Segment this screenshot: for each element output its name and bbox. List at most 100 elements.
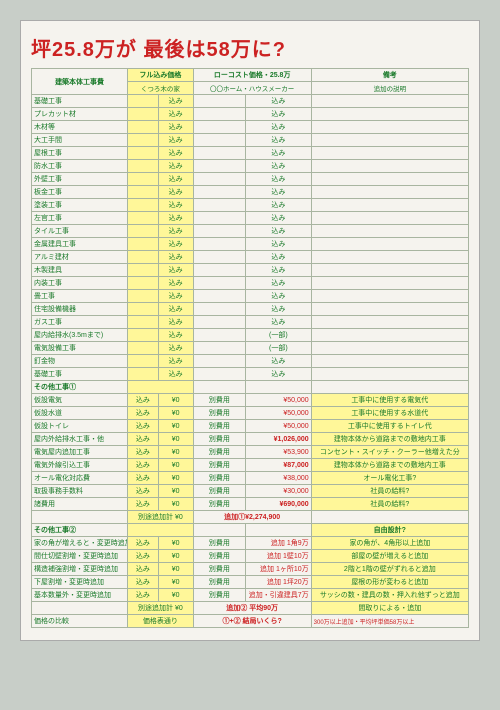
row-full: 込み [158, 355, 193, 368]
section1-total: 別途追加計 ¥0 追加①¥2,274,900 [32, 511, 469, 524]
row-full: 込み [158, 108, 193, 121]
row-fl: 込み [128, 576, 159, 589]
row-fr: ¥0 [158, 472, 193, 485]
row-full: 込み [158, 251, 193, 264]
sec2-right-hdr: 自由設計? [311, 524, 468, 537]
row-low: (一部) [246, 342, 312, 355]
row-full: 込み [158, 277, 193, 290]
row-fl: 込み [128, 498, 159, 511]
row-name: 左官工事 [32, 212, 128, 225]
row-lr: ¥690,000 [246, 498, 312, 511]
row-lr: ¥53,900 [246, 446, 312, 459]
row-fl: 込み [128, 433, 159, 446]
row-fr: ¥0 [158, 446, 193, 459]
row-name: 畳工事 [32, 290, 128, 303]
row-note: コンセント・スイッチ・クーラー他増えた分 [311, 446, 468, 459]
page-title: 坪25.8万が 最後は58万に? [31, 33, 469, 62]
hdr-col3a: ローコスト価格・25.8万 [193, 69, 311, 82]
row-low: 込み [246, 199, 312, 212]
row-full: 込み [158, 212, 193, 225]
row-name: 基本数量外・変更時追加 [32, 589, 128, 602]
row-lr: ¥50,000 [246, 394, 312, 407]
row-fr: ¥0 [158, 485, 193, 498]
footer-mid: 価格表通り [128, 615, 194, 628]
header-row-1: 建築本体工事費 フル込み価格 ローコスト価格・25.8万 備考 [32, 69, 469, 82]
body-row: 金属建具工事込み込み [32, 238, 469, 251]
body-row: アルミ建材込み込み [32, 251, 469, 264]
row-note: 家の角が、4角形以上追加 [311, 537, 468, 550]
row-name: 防水工事 [32, 160, 128, 173]
row-note: 社員の給料? [311, 485, 468, 498]
section2-header: その他工事② 自由設計? [32, 524, 469, 537]
row-name: 電気屋内追加工事 [32, 446, 128, 459]
row-full: 込み [158, 238, 193, 251]
row-low: 込み [246, 212, 312, 225]
row-name: タイル工事 [32, 225, 128, 238]
row-name: 屋内外給排水工事・他 [32, 433, 128, 446]
sec2-row: 構造補強割増・変更時追加込み¥0別費用追加 1ヶ所10万2階と1階の壁がずれると… [32, 563, 469, 576]
row-note: 工事中に使用する電気代 [311, 394, 468, 407]
row-ll: 別費用 [193, 537, 245, 550]
sec1-row: 仮設水道込み¥0別費用¥50,000工事中に使用する水道代 [32, 407, 469, 420]
body-row: 外壁工事込み込み [32, 173, 469, 186]
row-full: 込み [158, 342, 193, 355]
row-note: 工事中に使用する水道代 [311, 407, 468, 420]
row-full: 込み [158, 173, 193, 186]
row-low: 込み [246, 186, 312, 199]
row-low: 込み [246, 134, 312, 147]
sec1-row: 仮設電気込み¥0別費用¥50,000工事中に使用する電気代 [32, 394, 469, 407]
row-low: 込み [246, 238, 312, 251]
sec2-total-note: 間取りによる・追加 [311, 602, 468, 615]
row-name: 基礎工事 [32, 95, 128, 108]
row-name: 大工手間 [32, 134, 128, 147]
body-row: 内装工事 込み 込み [32, 277, 469, 290]
row-note: 建物本体から道路までの敷地内工事 [311, 433, 468, 446]
row-full: 込み [158, 186, 193, 199]
row-ll: 別費用 [193, 394, 245, 407]
row-name: 仮設電気 [32, 394, 128, 407]
row-fl: 込み [128, 550, 159, 563]
row-name: 木材等 [32, 121, 128, 134]
row-name: 塗装工事 [32, 199, 128, 212]
row-low: 込み [246, 277, 312, 290]
body-row: 基礎工事込み込み [32, 368, 469, 381]
row-lr: ¥38,000 [246, 472, 312, 485]
row-ll: 別費用 [193, 446, 245, 459]
row-fl: 込み [128, 472, 159, 485]
row-lr: 追加 1壁10万 [246, 550, 312, 563]
row-name: アルミ建材 [32, 251, 128, 264]
row-lr: 追加 1ヶ所10万 [246, 563, 312, 576]
footer-note: 300万以上追加・平均坪単価58万以上 [311, 615, 468, 628]
sec1-row: オール電化対応費込み¥0別費用¥38,000オール電化工事? [32, 472, 469, 485]
row-name: 内装工事 [32, 277, 128, 290]
section1-header: その他工事① [32, 381, 469, 394]
row-lr: 追加 1坪20万 [246, 576, 312, 589]
sec2-row: 基本数量外・変更時追加込み¥0別費用追加・引違建具7万サッシの数・建具の数・押入… [32, 589, 469, 602]
row-name: 外壁工事 [32, 173, 128, 186]
row-fr: ¥0 [158, 576, 193, 589]
row-full: 込み [158, 199, 193, 212]
row-name: 電気外線引込工事 [32, 459, 128, 472]
row-note: 建物本体から道路までの敷地内工事 [311, 459, 468, 472]
row-ll: 別費用 [193, 563, 245, 576]
row-name: 家の角が増えると・変更時追加 [32, 537, 128, 550]
sec2-row: 家の角が増えると・変更時追加込み¥0別費用追加 1角9万家の角が、4角形以上追加 [32, 537, 469, 550]
row-name: 板金工事 [32, 186, 128, 199]
row-fl: 込み [128, 485, 159, 498]
row-name: 基礎工事 [32, 368, 128, 381]
body-row: 左官工事 込み 込み [32, 212, 469, 225]
row-note: オール電化工事? [311, 472, 468, 485]
row-ll: 別費用 [193, 420, 245, 433]
section2-total: 別途追加計 ¥0 追加② 平均90万 間取りによる・追加 [32, 602, 469, 615]
sec1-total-l: 別途追加計 ¥0 [128, 511, 194, 524]
row-lr: ¥1,026,000 [246, 433, 312, 446]
row-name: 取扱事務手数料 [32, 485, 128, 498]
row-lr: ¥87,000 [246, 459, 312, 472]
row-name: 下屋割増・変更時追加 [32, 576, 128, 589]
row-name: 構造補強割増・変更時追加 [32, 563, 128, 576]
sec1-row: 屋内外給排水工事・他込み¥0別費用¥1,026,000建物本体から道路までの敷地… [32, 433, 469, 446]
row-ll: 別費用 [193, 485, 245, 498]
row-name: プレカット材 [32, 108, 128, 121]
row-name: 屋根工事 [32, 147, 128, 160]
row-full: 込み [158, 160, 193, 173]
